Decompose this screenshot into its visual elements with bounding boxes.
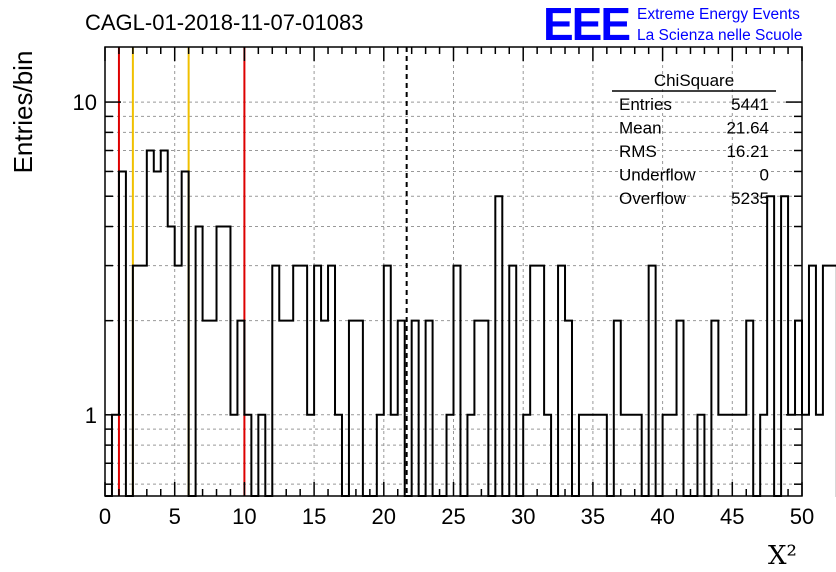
y-tick-labels: 1 10 <box>73 90 97 428</box>
stats-row-value: 21.64 <box>726 119 769 138</box>
stats-row-value: 0 <box>760 166 769 185</box>
x-tick-label: 50 <box>790 504 814 529</box>
x-axis-label: X² <box>768 541 797 571</box>
stats-row-label: Underflow <box>619 166 696 185</box>
stats-box: ChiSquare Entries 5441 Mean 21.64 RMS 16.21 Un… <box>612 71 776 208</box>
stats-row-label: Mean <box>619 119 662 138</box>
stats-row-label: RMS <box>619 142 657 161</box>
x-tick-label: 10 <box>232 504 256 529</box>
y-axis-label: Entries/bin <box>8 51 38 174</box>
x-tick-label: 20 <box>372 504 396 529</box>
x-tick-label: 0 <box>99 504 111 529</box>
x-tick-label: 40 <box>650 504 674 529</box>
logo-line1: Extreme Energy Events <box>637 6 800 23</box>
x-tick-label: 35 <box>581 504 605 529</box>
stats-title: ChiSquare <box>654 71 734 90</box>
stats-row-label: Overflow <box>619 189 687 208</box>
stats-row-value: 16.21 <box>726 142 769 161</box>
x-tick-label: 25 <box>441 504 465 529</box>
histogram-series <box>105 149 836 497</box>
logo-text: EEE <box>543 0 629 50</box>
logo-line2: La Scienza nelle Scuole <box>637 27 802 44</box>
y-tick-label: 10 <box>73 90 97 115</box>
x-tick-labels: 0 5 10 15 20 25 30 35 40 45 50 <box>99 504 814 529</box>
x-tick-label: 15 <box>302 504 326 529</box>
x-tick-label: 30 <box>511 504 535 529</box>
stats-row-value: 5235 <box>731 189 769 208</box>
y-tick-label: 1 <box>85 403 97 428</box>
x-tick-label: 5 <box>169 504 181 529</box>
x-tick-label: 45 <box>720 504 744 529</box>
stats-row-label: Entries <box>619 95 672 114</box>
chart-title: CAGL-01-2018-11-07-01083 <box>85 10 363 35</box>
stats-row-value: 5441 <box>731 95 769 114</box>
eee-logo: EEE Extreme Energy Events La Scienza nel… <box>543 0 802 50</box>
axis-ticks <box>104 47 803 496</box>
